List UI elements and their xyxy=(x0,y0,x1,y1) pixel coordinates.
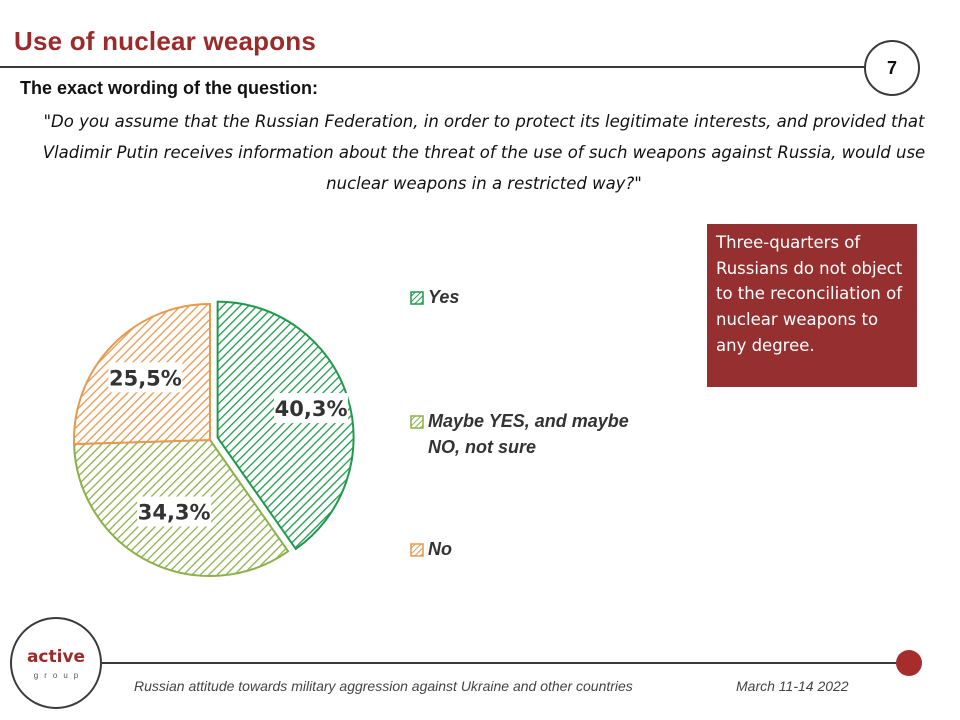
pie-chart: 40,3% 34,3% 25,5% xyxy=(60,290,370,605)
data-label-bg xyxy=(108,362,183,393)
footer-date: March 11-14 2022 xyxy=(736,678,849,694)
active-group-logo: active group xyxy=(10,617,102,709)
logo-subtitle: group xyxy=(33,671,85,680)
logo-wordmark: active xyxy=(26,647,86,667)
data-label-bg xyxy=(274,393,349,424)
data-label: 34,3% xyxy=(138,501,211,525)
callout-box: Three-quarters of Russians do not object… xyxy=(707,224,917,387)
legend-swatch xyxy=(410,291,424,305)
footer-survey-title: Russian attitude towards military aggres… xyxy=(134,678,633,694)
page-number-badge: 7 xyxy=(864,40,920,96)
legend-label: Maybe YES, and maybe NO, not sure xyxy=(428,411,629,457)
data-label-bg xyxy=(137,496,212,527)
legend-item: No xyxy=(410,536,628,562)
question-text: "Do you assume that the Russian Federati… xyxy=(42,112,926,193)
legend-swatch xyxy=(410,543,424,557)
data-label: 25,5% xyxy=(109,366,182,390)
question-heading: The exact wording of the question: xyxy=(20,78,319,98)
data-label: 40,3% xyxy=(275,397,348,421)
legend-label: Yes xyxy=(428,287,460,307)
legend-label: No xyxy=(428,539,452,559)
footer-divider xyxy=(102,662,898,664)
footer-dot xyxy=(896,650,922,676)
page-title: Use of nuclear weapons xyxy=(14,26,317,56)
header-divider xyxy=(0,66,866,68)
legend-item: Yes xyxy=(410,284,628,310)
legend-swatch xyxy=(410,415,424,429)
legend-item: Maybe YES, and maybe NO, not sure xyxy=(410,408,638,460)
